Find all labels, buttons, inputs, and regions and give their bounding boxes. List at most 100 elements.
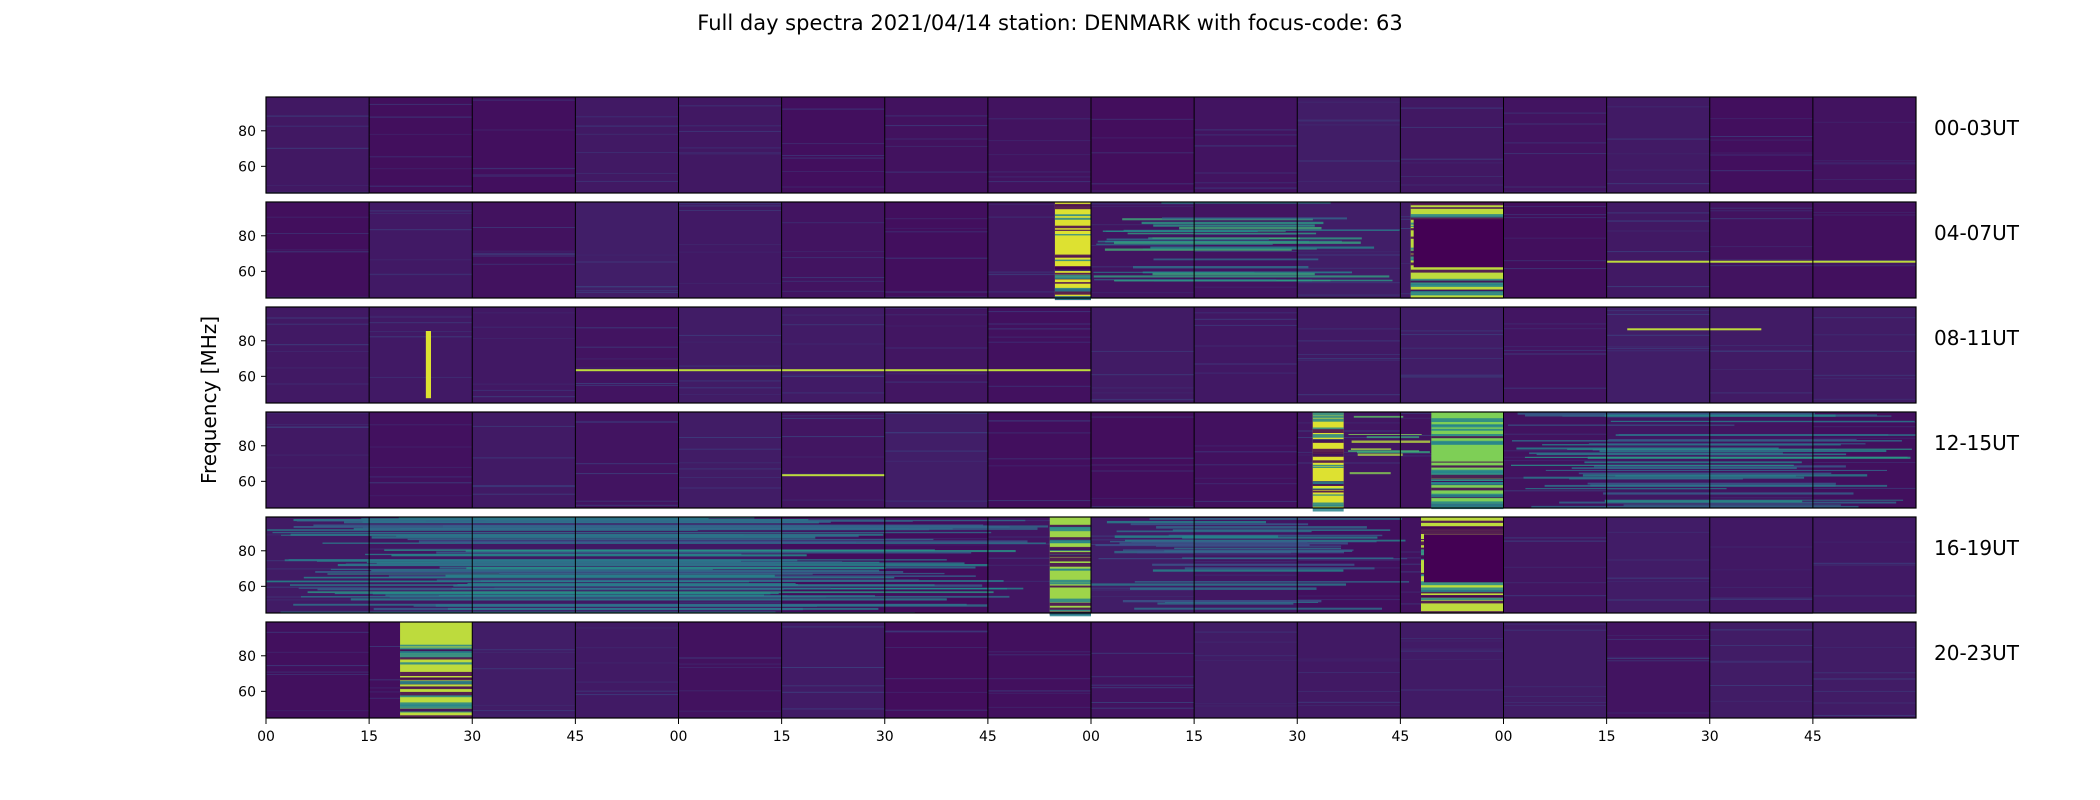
burst-stripe xyxy=(1431,501,1504,504)
noise-line xyxy=(266,233,370,234)
noise-line xyxy=(1503,566,1607,568)
burst-stripe xyxy=(1312,434,1344,438)
spectrum-panel xyxy=(1606,622,1710,718)
burst-stripe xyxy=(1431,479,1504,483)
noise-line xyxy=(1606,169,1710,171)
burst-stripe xyxy=(1431,461,1504,463)
rfi-stripe xyxy=(298,587,831,589)
rfi-stripe xyxy=(362,527,1038,530)
burst-stripe xyxy=(400,704,473,709)
spectrum-panel xyxy=(1091,412,1195,508)
noise-line xyxy=(1091,470,1195,472)
noise-line xyxy=(575,384,679,386)
burst-stripe xyxy=(1431,482,1504,485)
noise-line xyxy=(472,651,576,653)
noise-line xyxy=(575,463,679,465)
rfi-stripe xyxy=(1587,456,1911,459)
burst-stripe xyxy=(1054,288,1091,292)
noise-line xyxy=(678,130,782,132)
burst-stripe xyxy=(1431,471,1504,475)
noise-line xyxy=(1297,437,1401,438)
x-tick-label: 00 xyxy=(1082,729,1100,745)
rfi-stripe xyxy=(365,553,742,556)
noise-line xyxy=(1400,689,1504,691)
row-time-label: 16-19UT xyxy=(1934,536,2020,560)
noise-line xyxy=(1812,374,1916,376)
noise-line xyxy=(1709,350,1813,352)
noise-line xyxy=(781,436,885,438)
noise-line xyxy=(781,626,885,628)
noise-line xyxy=(1091,416,1195,418)
noise-line xyxy=(369,482,473,484)
noise-line xyxy=(1400,158,1504,160)
noise-line xyxy=(987,651,1091,653)
noise-line xyxy=(472,255,576,257)
noise-line xyxy=(1400,374,1504,376)
noise-line xyxy=(1503,142,1607,144)
noise-line xyxy=(1709,259,1813,260)
noise-line xyxy=(781,290,885,292)
noise-line xyxy=(678,147,782,149)
noise-line xyxy=(266,671,370,673)
noise-line xyxy=(1709,546,1813,548)
rfi-stripe xyxy=(1516,447,1779,450)
burst-stripe xyxy=(1049,552,1091,556)
noise-line xyxy=(987,458,1091,460)
noise-line xyxy=(1503,595,1607,597)
x-tick-label: 15 xyxy=(773,729,791,745)
noise-line xyxy=(678,462,782,464)
rfi-stripe xyxy=(1603,492,1854,495)
rfi-stripe xyxy=(1351,440,1431,443)
noise-line xyxy=(266,674,370,675)
burst-stripe xyxy=(1049,557,1091,562)
noise-line xyxy=(575,290,679,292)
burst-region xyxy=(1312,412,1344,508)
rfi-stripe xyxy=(1114,279,1313,282)
noise-line xyxy=(1709,454,1813,456)
noise-line xyxy=(987,273,1091,275)
rfi-stripe xyxy=(1523,476,1805,479)
noise-line xyxy=(987,176,1091,178)
spectrum-panel xyxy=(1812,622,1916,718)
noise-line xyxy=(678,205,782,207)
spectrum-panel xyxy=(884,202,988,298)
rfi-stripe xyxy=(1588,443,1866,445)
rfi-stripe xyxy=(407,538,934,541)
noise-line xyxy=(1297,660,1401,662)
rfi-stripe xyxy=(371,536,816,539)
noise-line xyxy=(1606,580,1710,582)
rfi-stripe xyxy=(485,519,1026,522)
noise-line xyxy=(1297,328,1401,330)
burst-stripe xyxy=(1421,587,1504,591)
noise-line xyxy=(1812,462,1916,463)
noise-line xyxy=(1091,596,1195,597)
noise-line xyxy=(575,180,679,182)
burst-stripe xyxy=(1421,600,1504,604)
burst-stripe xyxy=(1312,466,1344,468)
burst-stripe xyxy=(1410,290,1504,295)
noise-line xyxy=(987,678,1091,680)
burst-stripe xyxy=(1421,595,1504,598)
noise-line xyxy=(1400,334,1504,336)
rfi-stripe xyxy=(1127,232,1317,235)
rfi-stripe xyxy=(1610,420,1915,422)
noise-line xyxy=(472,175,576,177)
noise-line xyxy=(678,477,782,478)
spectrum-panel xyxy=(1812,202,1916,298)
rfi-stripe xyxy=(465,550,1016,553)
burst-stripe xyxy=(1312,427,1344,430)
spectrum-panel xyxy=(1606,517,1710,613)
noise-line xyxy=(575,152,679,154)
y-tick-label: 60 xyxy=(238,474,256,490)
noise-line xyxy=(1194,574,1298,576)
noise-line xyxy=(1812,541,1916,543)
spectrum-panel xyxy=(987,622,1091,718)
noise-line xyxy=(1091,190,1195,192)
spectrum-panel xyxy=(1400,307,1504,403)
rfi-stripe xyxy=(1348,450,1420,452)
noise-line xyxy=(1091,702,1195,703)
x-tick-label: 15 xyxy=(1598,729,1616,745)
noise-line xyxy=(987,580,1091,582)
row-20-23UT: 60 80 20-23UT xyxy=(238,621,2020,719)
noise-line xyxy=(1709,661,1813,663)
